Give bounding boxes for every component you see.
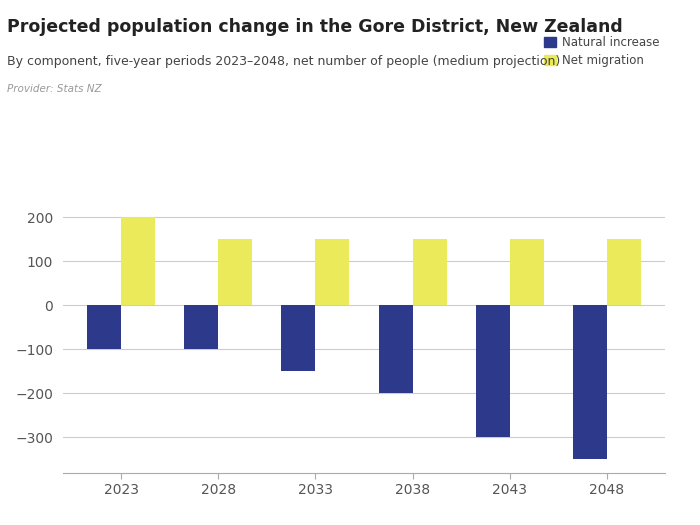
Bar [316,239,349,305]
Text: By component, five-year periods 2023–2048, net number of people (medium projecti: By component, five-year periods 2023–204… [7,55,560,68]
Bar [121,217,155,305]
Text: Projected population change in the Gore District, New Zealand: Projected population change in the Gore … [7,18,623,36]
Bar [184,305,218,349]
Text: Provider: Stats NZ: Provider: Stats NZ [7,84,101,94]
Text: figure.nz: figure.nz [587,18,678,36]
Bar [510,239,544,305]
Bar [412,239,447,305]
Bar [379,305,412,393]
Bar [88,305,121,349]
Bar [476,305,510,437]
Bar [607,239,640,305]
Bar [218,239,252,305]
Bar [573,305,607,459]
Legend: Natural increase, Net migration: Natural increase, Net migration [544,36,659,67]
Bar [281,305,316,371]
